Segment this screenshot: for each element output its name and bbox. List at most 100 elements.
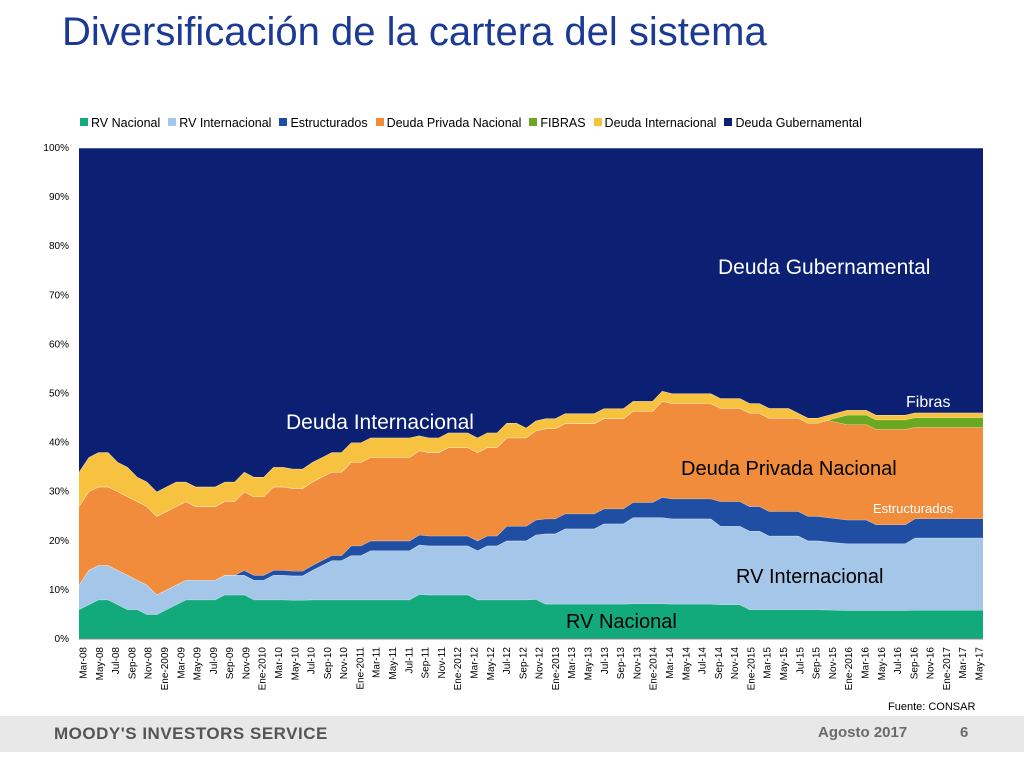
x-tick-label: Ene-2009: [160, 647, 171, 691]
x-tick-label: May-13: [584, 647, 595, 681]
legend-label: Deuda Privada Nacional: [386, 116, 522, 130]
x-tick-label: Sep-09: [225, 647, 236, 680]
annotation-deuda-gubernamental: Deuda Gubernamental: [718, 256, 930, 279]
annotation-fibras: Fibras: [906, 394, 950, 411]
x-tick-label: Jul-12: [502, 647, 513, 675]
area-rv_nacional: [79, 594, 983, 639]
slide-title: Diversificación de la cartera del sistem…: [62, 10, 767, 54]
x-tick-label: Nov-10: [339, 647, 350, 680]
x-tick-label: Sep-15: [812, 647, 823, 680]
area-deuda_privada_nacional: [79, 401, 983, 595]
x-tick-label: Jul-10: [307, 647, 318, 675]
x-tick-label: Nov-09: [241, 647, 252, 680]
x-tick-label: Mar-11: [372, 647, 383, 678]
annotation-deuda-privada-nacional: Deuda Privada Nacional: [681, 458, 897, 480]
y-tick-label: 10%: [49, 585, 69, 596]
area-estructurados: [79, 497, 983, 595]
y-tick-label: 100%: [43, 143, 69, 154]
x-tick-label: Sep-16: [909, 647, 920, 680]
x-tick-label: Nov-11: [437, 647, 448, 679]
y-tick-label: 70%: [49, 290, 69, 301]
legend-swatch: [724, 118, 733, 126]
legend-item-deuda-gubernamental: Deuda Gubernamental: [724, 116, 862, 130]
y-tick-label: 40%: [49, 438, 69, 449]
x-tick-label: Ene-2010: [258, 647, 269, 691]
x-tick-label: May-09: [193, 647, 204, 681]
legend-label: FIBRAS: [540, 116, 586, 130]
y-tick-label: 50%: [49, 389, 69, 400]
footer-date: Agosto 2017: [818, 724, 908, 741]
legend-label: Estructurados: [290, 116, 368, 130]
x-tick-label: Ene-2016: [844, 647, 855, 691]
x-tick-label: Nov-14: [730, 647, 741, 680]
legend-label: RV Internacional: [179, 116, 272, 130]
x-tick-label: May-15: [779, 647, 790, 681]
x-tick-label: Sep-14: [714, 647, 725, 680]
x-tick-label: Mar-10: [274, 647, 285, 679]
area-deuda_gubernamental: [79, 148, 983, 492]
x-tick-label: Nov-08: [144, 647, 155, 680]
x-tick-label: May-12: [486, 647, 497, 681]
y-tick-label: 0%: [55, 634, 70, 645]
x-tick-label: Sep-12: [518, 647, 529, 680]
x-tick-label: Jul-13: [600, 647, 611, 675]
annotation-rv-nacional: RV Nacional: [566, 611, 677, 633]
x-tick-label: Mar-17: [958, 647, 969, 679]
x-tick-label: Ene-2012: [453, 647, 464, 691]
x-tick-label: May-10: [290, 647, 301, 681]
area-deuda_internacional: [79, 390, 983, 517]
legend-swatch: [593, 118, 602, 126]
x-tick-label: Mar-12: [469, 647, 480, 679]
y-tick-label: 20%: [49, 536, 69, 547]
legend-label: Deuda Gubernamental: [735, 116, 862, 130]
x-tick-label: Nov-15: [828, 647, 839, 680]
x-tick-label: Sep-10: [323, 647, 334, 680]
legend-label: RV Nacional: [91, 116, 161, 130]
y-tick-label: 80%: [49, 241, 69, 252]
legend-swatch: [529, 118, 538, 126]
legend-item-deuda-internacional: Deuda Internacional: [593, 116, 717, 130]
x-tick-label: May-17: [975, 647, 986, 681]
footer-bar: MOODY'S INVESTORS SERVICE Agosto 2017 6: [0, 716, 1024, 752]
annotation-estructurados: Estructurados: [873, 501, 954, 516]
x-tick-label: Jul-08: [111, 647, 122, 675]
y-tick-label: 60%: [49, 339, 69, 350]
legend-swatch: [279, 118, 288, 126]
x-tick-label: May-14: [681, 647, 692, 681]
legend-label: Deuda Internacional: [604, 116, 717, 130]
x-tick-label: Ene-2013: [551, 647, 562, 691]
legend-item-deuda-privada-nacional: Deuda Privada Nacional: [375, 116, 522, 130]
x-tick-label: Jul-15: [795, 647, 806, 675]
stacked-area-chart: 0% 10% 20% 30% 40% 50% 60% 70% 80% 90% 100% Mar-08 M…: [43, 143, 986, 691]
x-tick-label: Ene-2015: [746, 647, 757, 691]
source-note: Fuente: CONSAR: [888, 701, 976, 713]
annotation-rv-internacional: RV Internacional: [736, 566, 884, 588]
x-tick-label: Mar-16: [860, 647, 871, 679]
x-tick-label: Sep-13: [616, 647, 627, 680]
x-tick-label: Jul-16: [893, 647, 904, 675]
legend-swatch: [80, 118, 88, 126]
x-tick-label: Jul-11: [404, 647, 415, 674]
x-tick-label: Mar-14: [665, 647, 676, 679]
x-tick-label: Jul-14: [698, 647, 709, 675]
x-tick-label: Ene-2014: [649, 647, 660, 691]
x-tick-label: Sep-08: [127, 647, 138, 680]
x-tick-label: May-16: [877, 647, 888, 681]
legend-swatch: [375, 118, 384, 126]
x-tick-label: Nov-12: [535, 647, 546, 680]
y-tick-label: 90%: [49, 192, 69, 203]
x-tick-label: May-11: [388, 647, 399, 680]
x-tick-label: Mar-13: [567, 647, 578, 679]
legend-item-fibras: FIBRAS: [529, 116, 586, 130]
x-tick-label: Jul-09: [209, 647, 220, 675]
chart-legend: RV Nacional RV Internacional Estructurados…: [80, 116, 870, 130]
footer-brand: MOODY'S INVESTORS SERVICE: [54, 724, 328, 743]
x-tick-label: Nov-16: [926, 647, 937, 680]
page-number: 6: [960, 724, 969, 741]
x-tick-label: Ene-2017: [942, 647, 953, 691]
legend-item-rv-internacional: RV Internacional: [168, 116, 271, 130]
legend-swatch: [168, 118, 177, 126]
area-rv_internacional: [79, 517, 983, 615]
y-tick-label: 30%: [49, 487, 69, 498]
x-tick-label: Mar-08: [79, 647, 90, 679]
